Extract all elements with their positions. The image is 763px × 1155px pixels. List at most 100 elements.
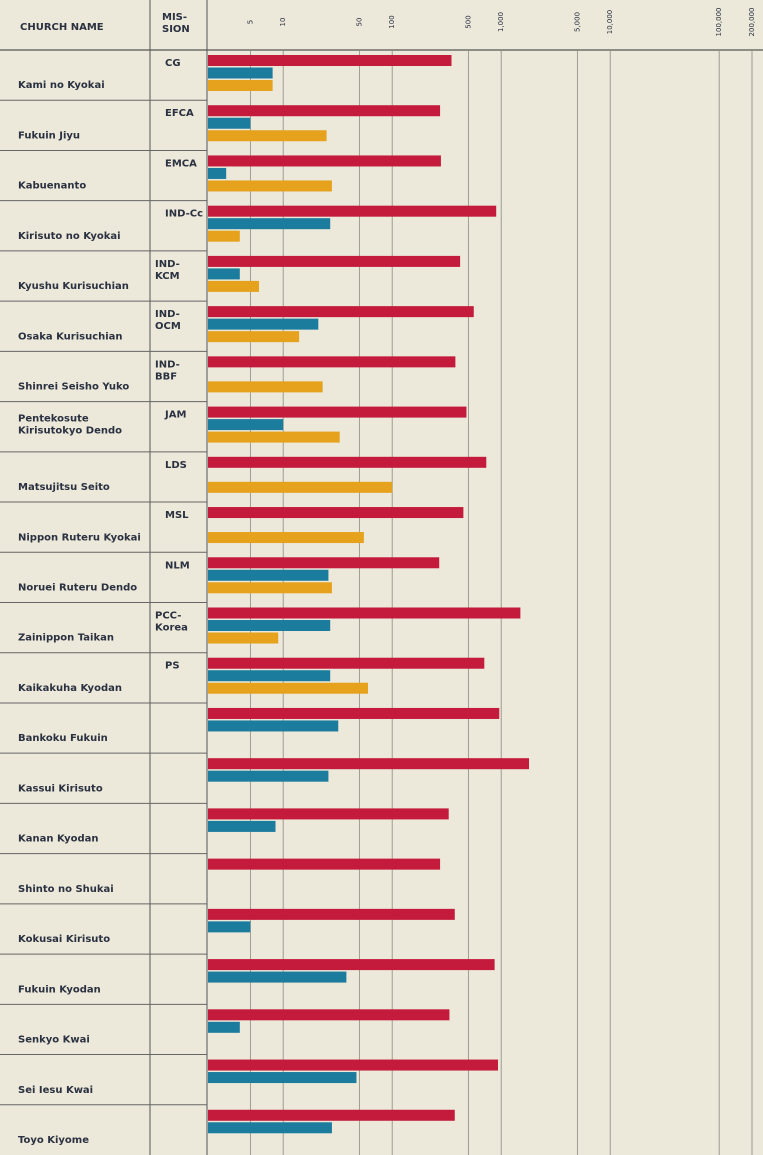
mission: IND-OCM (155, 309, 181, 332)
bar (208, 456, 487, 468)
church-name: Fukuin Jiyu (18, 130, 80, 141)
bar (208, 130, 327, 142)
bar (208, 381, 323, 393)
bar (208, 230, 240, 242)
church-name: Zainippon Taikan (18, 633, 114, 644)
bar (208, 318, 319, 330)
bar (208, 180, 332, 192)
bar (208, 1009, 450, 1021)
bar (208, 682, 369, 694)
bar (208, 770, 329, 782)
bar (208, 758, 530, 770)
x-tick-label: 50 (355, 18, 363, 27)
church-name: Toyo Kiyome (18, 1135, 89, 1146)
bar (208, 331, 300, 343)
x-tick-label: 5,000 (573, 12, 581, 32)
bar (208, 620, 331, 631)
bar (208, 356, 456, 368)
bar (208, 117, 251, 129)
bar (208, 908, 455, 920)
mission: NLM (165, 560, 190, 571)
column-header: MIS-SION (162, 12, 190, 35)
church-name: Kyushu Kurisuchian (18, 281, 129, 292)
mission: JAM (164, 410, 186, 421)
mission: LDS (165, 460, 187, 471)
column-header: CHURCH NAME (20, 22, 104, 33)
mission: EMCA (165, 158, 197, 169)
mission: PS (165, 661, 180, 672)
bar (208, 155, 441, 167)
x-tick-label: 10,000 (606, 10, 614, 35)
church-name: Shinto no Shukai (18, 884, 114, 895)
church-name: Bankoku Fukuin (18, 733, 108, 744)
bar (208, 205, 497, 217)
church-name: Kaikakuha Kyodan (18, 683, 122, 694)
church-name: Senkyo Kwai (18, 1035, 90, 1046)
church-name: Sei Iesu Kwai (18, 1085, 93, 1096)
mission: IND-Cc (165, 209, 203, 220)
church-name: Pentekosute Kirisutokyo Dendo (18, 414, 122, 437)
bar (208, 280, 260, 292)
bar (208, 1021, 240, 1033)
bar (208, 167, 227, 179)
bar (208, 419, 284, 431)
bar (208, 532, 364, 544)
church-name: Kami no Kyokai (18, 80, 105, 91)
bar (208, 507, 464, 519)
bar (208, 1122, 332, 1134)
bar (208, 569, 329, 581)
church-name: Kabuenanto (18, 181, 86, 192)
bar (208, 959, 495, 971)
church-name: Kokusai Kirisuto (18, 934, 110, 945)
mission: PCC-Korea (155, 611, 188, 634)
bar (208, 268, 240, 280)
bar (208, 707, 500, 719)
bar (208, 858, 441, 870)
church-name: Shinrei Seisho Yuko (18, 382, 129, 393)
x-tick-label: 100 (388, 15, 396, 28)
bar (208, 67, 273, 79)
church-name: Kirisuto no Kyokai (18, 231, 121, 242)
bar (208, 921, 251, 933)
bar (208, 657, 485, 669)
bar (208, 218, 331, 230)
church-name: Matsujitsu Seito (18, 482, 110, 493)
mission: IND-KCM (155, 259, 180, 282)
church-name: Noruei Ruteru Dendo (18, 583, 137, 594)
bar (208, 808, 449, 820)
mission: MSL (165, 510, 189, 521)
bar (208, 670, 331, 682)
mission: CG (165, 58, 181, 69)
bar (208, 820, 276, 832)
bar (208, 80, 273, 91)
bar (208, 431, 340, 443)
church-name: Osaka Kurisuchian (18, 331, 123, 342)
x-tick-label: 1,000 (497, 12, 505, 32)
bar (208, 1109, 455, 1121)
bar (208, 1059, 499, 1071)
x-tick-label: 200,000 (748, 8, 756, 37)
x-tick-label: 10 (279, 18, 287, 27)
bar (208, 607, 521, 619)
bar (208, 971, 347, 983)
x-tick-label: 500 (464, 15, 472, 28)
x-tick-label: 100,000 (715, 8, 723, 37)
bar (208, 55, 452, 66)
bar (208, 255, 461, 267)
bar (208, 306, 474, 318)
bar (208, 557, 440, 569)
church-name: Fukuin Kyodan (18, 984, 101, 995)
church-name: Nippon Ruteru Kyokai (18, 532, 141, 543)
bar (208, 632, 279, 644)
bar (208, 406, 467, 418)
bar (208, 582, 332, 594)
bar (208, 720, 339, 732)
bar (208, 481, 393, 493)
mission: EFCA (165, 108, 194, 119)
church-name: Kanan Kyodan (18, 834, 99, 845)
bar (208, 105, 441, 117)
x-tick-label: 5 (246, 20, 254, 24)
